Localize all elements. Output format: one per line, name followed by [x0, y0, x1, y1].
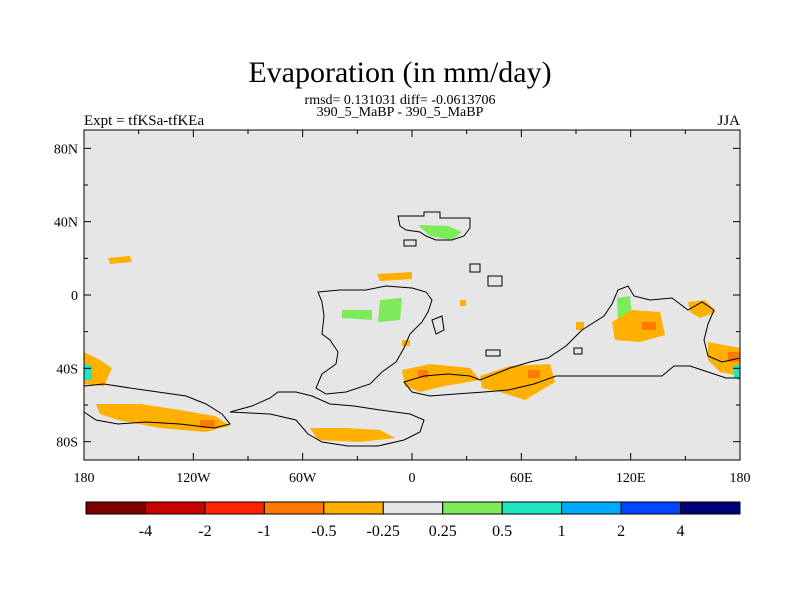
lon-tick-label: 120W: [176, 471, 211, 486]
anomaly-patch: [200, 420, 215, 428]
case-line: 390_5_MaBP - 390_5_MaBP: [316, 105, 484, 120]
coastline: [83, 383, 231, 429]
colorbar-label: -4: [139, 523, 152, 540]
lat-tick-label: 40S: [56, 362, 78, 377]
colorbar-swatch: [323, 501, 384, 515]
stats-line: rmsd= 0.131031 diff= -0.0613706: [304, 93, 496, 108]
anomaly-patch: [528, 370, 540, 378]
lon-tick-label: 180: [74, 471, 95, 486]
anomaly-patch: [708, 342, 740, 376]
anomaly-patch: [377, 272, 412, 281]
colorbar-label: 0.5: [492, 523, 512, 540]
map-background: [84, 130, 740, 460]
lon-tick-label: 60W: [289, 471, 317, 486]
season-label: JJA: [717, 113, 740, 129]
colorbar-label: -0.25: [367, 523, 400, 540]
colorbar-swatch: [442, 501, 503, 515]
lat-tick-label: 40N: [54, 216, 78, 231]
lat-tick-label: 0: [71, 289, 78, 304]
coastline: [397, 211, 471, 241]
colorbar-label: 0.25: [429, 523, 457, 540]
colorbar-swatch: [263, 501, 325, 515]
colorbar-label: 4: [677, 523, 685, 540]
colorbar-label: -0.5: [311, 523, 336, 540]
anomaly-patch: [96, 404, 230, 432]
coastline: [573, 347, 583, 355]
anomaly-patch: [378, 298, 402, 322]
anomaly-patch: [108, 256, 132, 264]
lat-tick-label: 80S: [56, 436, 78, 451]
map-axes: 180 120W 60W 0 60E 120E 180 80N 40N 0 40S 80S: [54, 130, 751, 486]
plot-title: Evaporation (in mm/day): [248, 56, 552, 89]
lon-tick-label: 60E: [510, 471, 533, 486]
colorbar-swatch: [561, 501, 622, 515]
coastline: [469, 263, 481, 273]
anomaly-patch: [310, 428, 395, 442]
anomaly-patch: [576, 322, 584, 330]
map-area: [83, 129, 741, 461]
anomaly-patch: [642, 322, 656, 330]
lon-tick-label: 180: [730, 471, 751, 486]
coastline: [431, 315, 445, 335]
anomaly-patch: [84, 364, 92, 380]
colorbar-swatch: [620, 501, 682, 515]
colorbar-swatch: [144, 501, 206, 515]
colorbar-swatch: [680, 501, 741, 515]
colorbar: -4 -2 -1 -0.5 -0.25 0.25 0.5 1 2 4: [85, 501, 741, 540]
colorbar-label: 1: [558, 523, 566, 540]
anomaly-patch: [460, 300, 466, 306]
coastline: [403, 239, 417, 247]
colorbar-label: 2: [617, 523, 625, 540]
colorbar-label: -1: [258, 523, 271, 540]
coastline: [487, 275, 503, 287]
coastline: [485, 349, 501, 357]
coastlines: [83, 211, 741, 447]
colorbar-swatch: [85, 501, 146, 515]
experiment-label: Expt = tfKSa-tfKEa: [84, 113, 205, 129]
lon-tick-label: 0: [409, 471, 416, 486]
anomaly-patch: [418, 225, 462, 240]
colorbar-swatch: [501, 501, 563, 515]
coastline: [315, 285, 433, 395]
lon-tick-label: 120E: [616, 471, 646, 486]
coastline: [403, 285, 741, 397]
anomaly-patches: [84, 225, 740, 442]
anomaly-patch: [612, 310, 665, 342]
colorbar-swatch: [204, 501, 265, 515]
anomaly-patch: [342, 310, 372, 320]
colorbar-label: -2: [198, 523, 211, 540]
coastline: [229, 391, 425, 447]
anomaly-patch: [688, 300, 716, 318]
colorbar-swatch: [382, 501, 444, 515]
lat-tick-label: 80N: [54, 142, 78, 157]
